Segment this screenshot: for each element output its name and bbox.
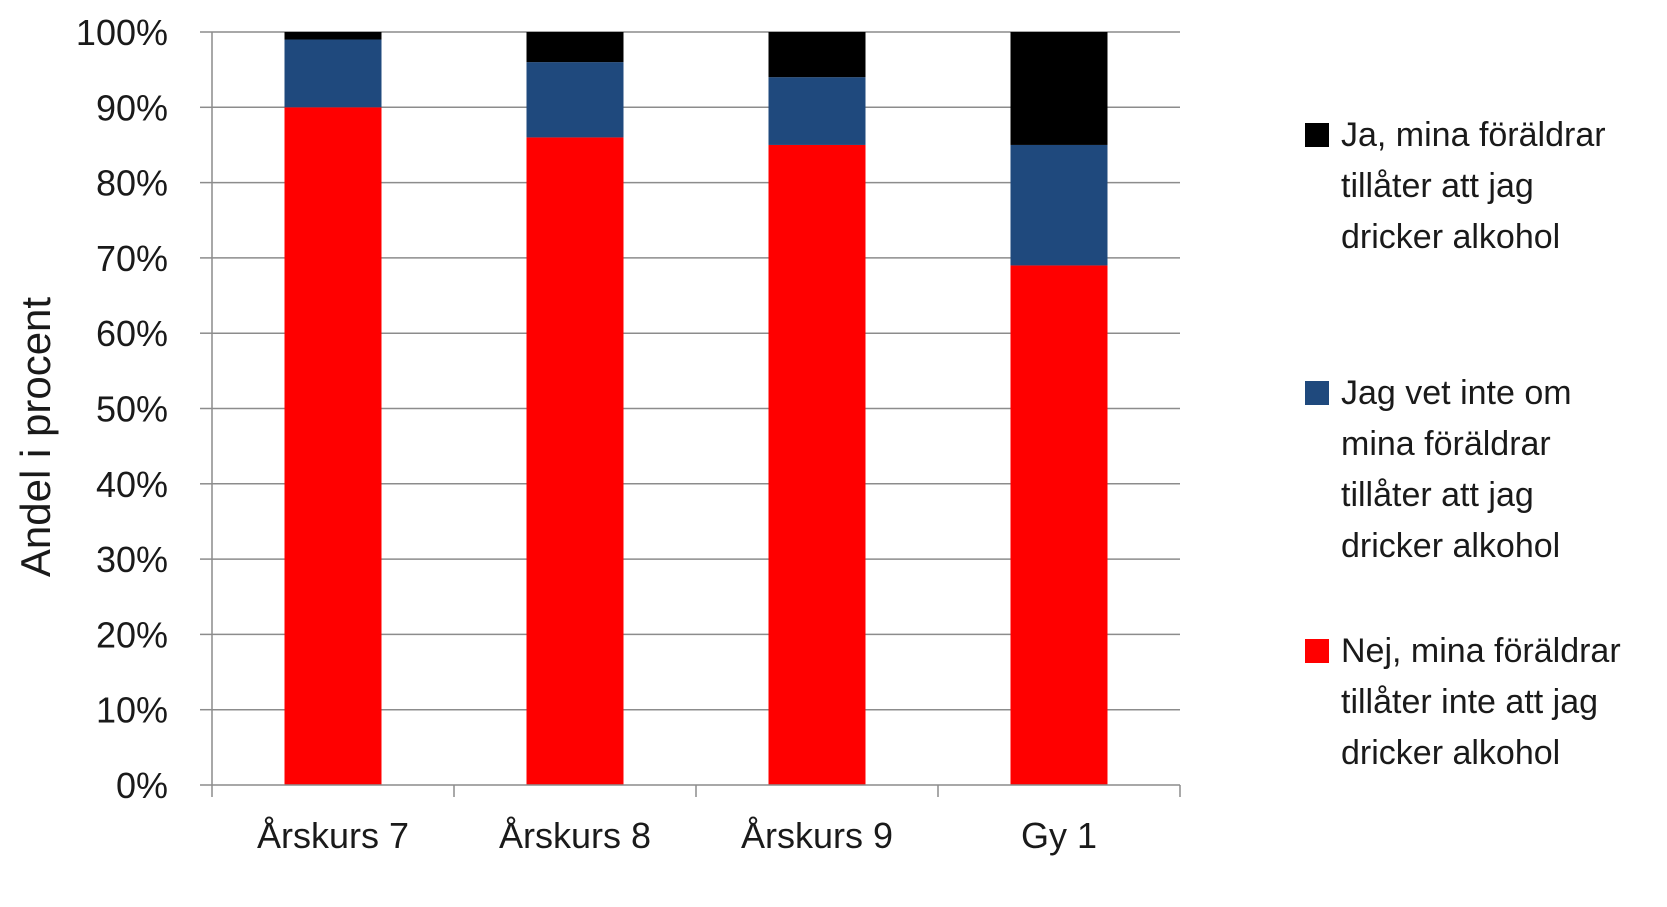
y-tick-labels: 0% 10% 20% 30% 40% 50% 60% 70% 80% 90% 100%	[76, 12, 168, 806]
legend-label-vet-inte: Jag vet inte om mina föräldrar tillåter at…	[1341, 374, 1572, 565]
bar-segment	[768, 77, 866, 145]
y-axis-label: Andel i procent	[12, 297, 59, 578]
y-tick-label: 90%	[96, 87, 168, 128]
y-tick-label: 50%	[96, 389, 168, 430]
legend-swatch-vet-inte	[1305, 381, 1329, 405]
x-tick-label: Årskurs 9	[741, 815, 893, 856]
bars	[284, 32, 1108, 786]
x-tick-labels: Årskurs 7 Årskurs 8 Årskurs 9 Gy 1	[257, 815, 1097, 856]
bar-segment	[526, 32, 624, 63]
bar-segment	[1010, 144, 1108, 266]
bar-segment	[1010, 32, 1108, 145]
y-tick-label: 100%	[76, 12, 168, 53]
y-tick-label: 10%	[96, 690, 168, 731]
x-tick-label: Gy 1	[1021, 815, 1097, 856]
bar-segment	[768, 144, 866, 785]
bar-segment	[284, 107, 382, 786]
y-tick-label: 40%	[96, 464, 168, 505]
bar-segment	[1010, 265, 1108, 785]
bar-segment	[526, 137, 624, 786]
legend-swatch-ja	[1305, 123, 1329, 147]
x-tick-label: Årskurs 8	[499, 815, 651, 856]
legend-label-nej: Nej, mina föräldrar tillåter inte att jag…	[1341, 632, 1621, 772]
y-tick-label: 0%	[116, 765, 168, 806]
y-tick-label: 60%	[96, 313, 168, 354]
bar-segment	[284, 39, 382, 108]
bar-segment	[284, 32, 382, 40]
y-tick-label: 30%	[96, 539, 168, 580]
bar-segment	[768, 32, 866, 78]
legend-swatch-nej	[1305, 639, 1329, 663]
axes	[211, 32, 1181, 797]
y-tick-label: 80%	[96, 163, 168, 204]
bar-segment	[526, 62, 624, 138]
x-tick-label: Årskurs 7	[257, 815, 409, 856]
legend-label-ja: Ja, mina föräldrar tillåter att jag dricke…	[1341, 116, 1606, 256]
y-tick-label: 70%	[96, 238, 168, 279]
y-tick-label: 20%	[96, 614, 168, 655]
